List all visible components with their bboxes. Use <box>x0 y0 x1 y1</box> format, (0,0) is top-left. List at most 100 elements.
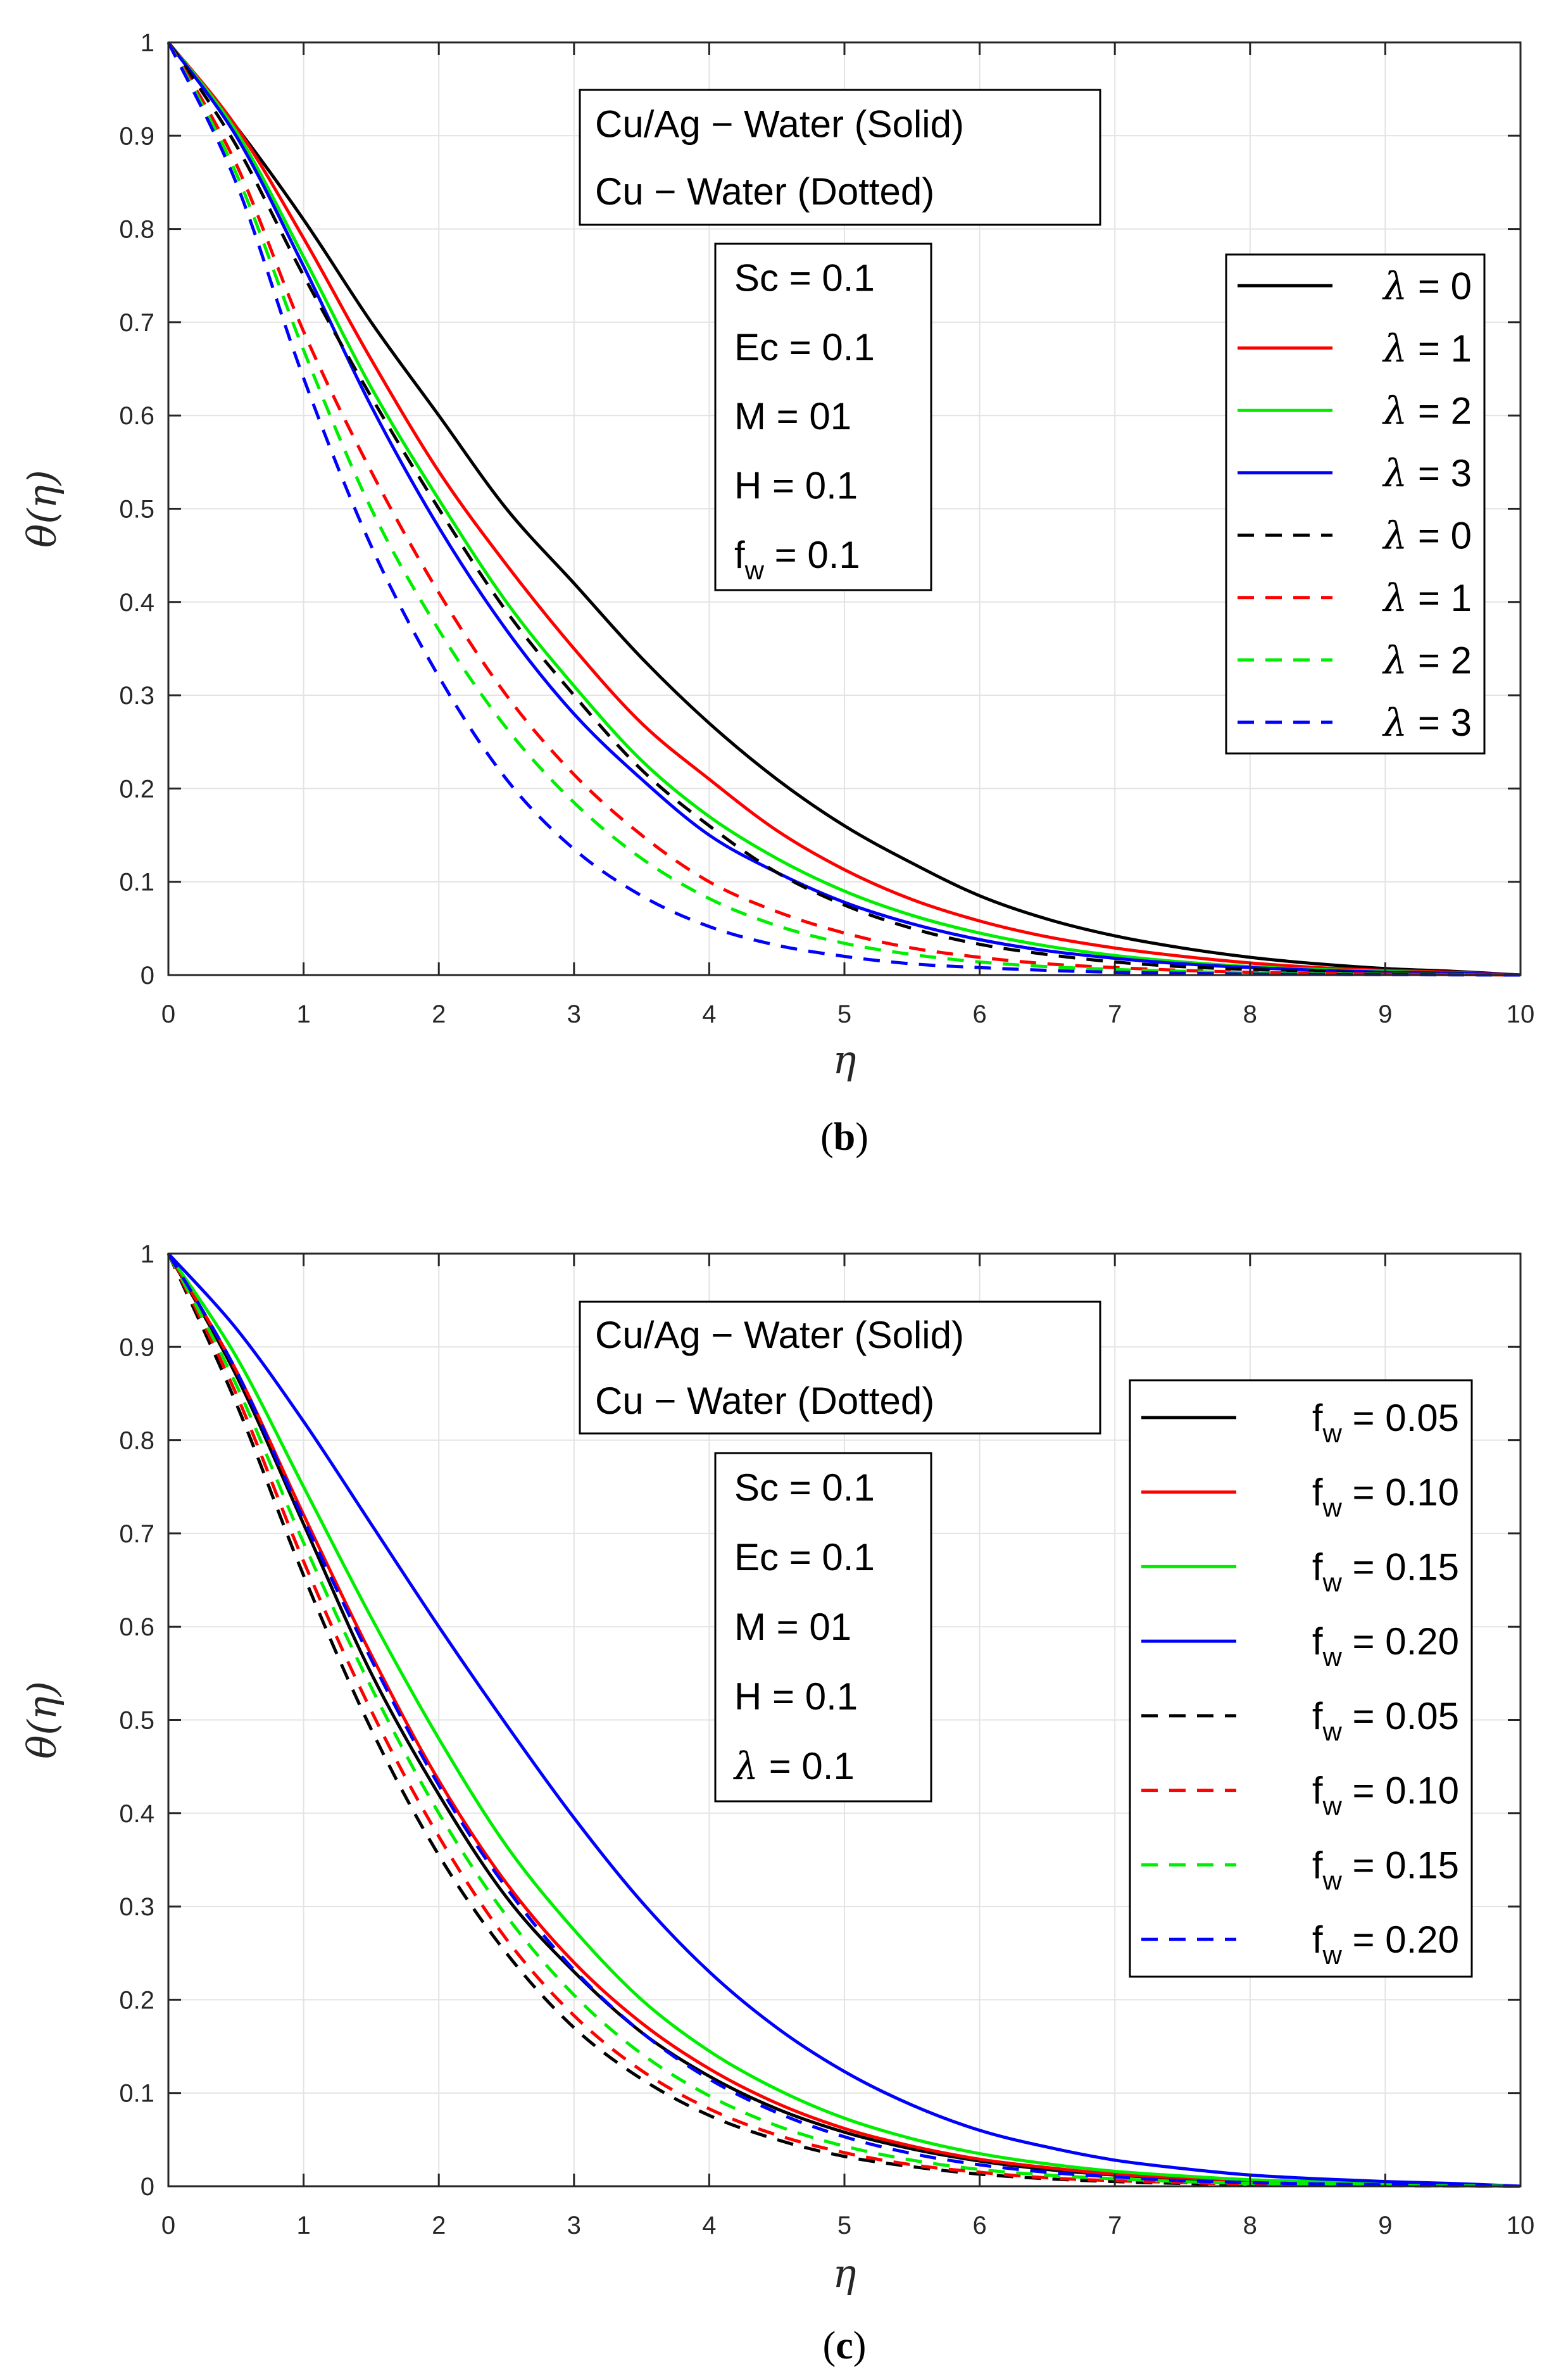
x-tick-label: 6 <box>972 1000 986 1028</box>
legend-border <box>1129 1379 1473 1978</box>
x-tick-label: 0 <box>161 2212 175 2239</box>
legend-value: = 0 <box>1407 265 1472 307</box>
parameter-text: Ec = 0.1 <box>734 1536 875 1578</box>
legend-value: = 0.15 <box>1342 1844 1459 1886</box>
ticks: 0 1 2 3 4 5 6 7 8 9 10 0 0.1 0.2 0.3 0.4 0.5 0.6 0.7 0.8 0.9… <box>119 1240 1534 2239</box>
legend-symbol: λ <box>1382 327 1407 371</box>
legend-symbol: λ <box>1382 576 1407 620</box>
y-tick-label: 0.4 <box>119 1800 154 1828</box>
legend-label: fw = 0.15 <box>1312 1546 1459 1597</box>
x-tick-label: 6 <box>972 2212 986 2239</box>
y-tick-label: 0.9 <box>119 1333 154 1361</box>
y-tick-label: 0.5 <box>119 496 154 524</box>
legend-value: = 0.20 <box>1342 1620 1459 1663</box>
legend-value: = 0.20 <box>1342 1918 1459 1961</box>
legend-subscript: w <box>1322 1716 1343 1746</box>
y-tick-label: 0.7 <box>119 309 154 337</box>
parameter-box: Sc = 0.1 Ec = 0.1 M = 01 H = 0.1 λ = 0.1 <box>714 1452 932 1803</box>
parameter-value: = 0.1 <box>764 534 860 576</box>
legend-symbol: λ <box>1382 451 1407 496</box>
legend-value: = 0.10 <box>1342 1770 1459 1812</box>
parameter-text: Ec = 0.1 <box>734 326 875 368</box>
legend-subscript: w <box>1322 1642 1343 1672</box>
annotation-box: Cu/Ag − Water (Solid) Cu − Water (Dotted) <box>579 1300 1101 1435</box>
parameter-text: Sc = 0.1 <box>734 1466 875 1509</box>
parameter-line: M = 01 <box>734 395 851 438</box>
legend-value: = 2 <box>1407 639 1472 681</box>
annotation-line: Cu/Ag − Water (Solid) <box>595 1314 964 1356</box>
x-tick-label: 8 <box>1243 1000 1257 1028</box>
gridlines <box>168 1254 1520 2186</box>
panel-label-paren: ) <box>855 1116 868 1159</box>
y-tick-label: 0 <box>141 962 154 990</box>
legend-subscript: w <box>1322 1865 1343 1895</box>
y-tick-label: 1 <box>141 29 154 57</box>
legend-symbol: f <box>1312 1770 1323 1812</box>
parameter-text: M = 01 <box>734 395 851 438</box>
x-tick-label: 10 <box>1507 2212 1535 2239</box>
parameter-line: fw = 0.1 <box>734 534 860 585</box>
parameter-line: H = 0.1 <box>734 1675 858 1718</box>
panel-label: (b) <box>820 1116 868 1159</box>
parameter-line: Ec = 0.1 <box>734 326 875 368</box>
legend-value: = 2 <box>1407 389 1472 432</box>
parameter-text: H = 0.1 <box>734 465 858 507</box>
y-tick-label: 0.1 <box>119 2080 154 2108</box>
legend-label: λ = 1 <box>1382 576 1472 620</box>
series-line-solid-0 <box>167 41 1521 977</box>
y-tick-label: 0.8 <box>119 1427 154 1455</box>
x-tick-label: 4 <box>702 2212 716 2239</box>
parameter-subscript: w <box>744 555 765 585</box>
parameter-line: Sc = 0.1 <box>734 256 875 299</box>
series-line-solid-1 <box>167 41 1521 977</box>
legend-label: fw = 0.10 <box>1312 1471 1459 1523</box>
legend-symbol: f <box>1312 1844 1323 1886</box>
legend-value: = 0.05 <box>1342 1695 1459 1737</box>
legend-label: λ = 3 <box>1382 701 1472 745</box>
panel-label-paren: ) <box>853 2324 867 2367</box>
legend-label: λ = 2 <box>1382 638 1472 683</box>
annotation-line: Cu − Water (Dotted) <box>595 1380 934 1422</box>
legend-border <box>1225 253 1486 755</box>
legend-subscript: w <box>1322 1567 1343 1597</box>
legend-value: = 1 <box>1407 577 1472 619</box>
parameter-symbol: f <box>734 534 745 576</box>
legend-label: fw = 0.15 <box>1312 1844 1459 1895</box>
legend-symbol: f <box>1312 1546 1323 1588</box>
annotation-box: Cu/Ag − Water (Solid) Cu − Water (Dotted) <box>579 89 1101 226</box>
x-tick-label: 3 <box>567 1000 581 1028</box>
y-tick-label: 0.5 <box>119 1707 154 1735</box>
x-tick-label: 4 <box>702 1000 716 1028</box>
annotation-border <box>579 89 1101 226</box>
y-tick-label: 0 <box>141 2173 154 2201</box>
parameter-border <box>714 242 932 591</box>
y-tick-label: 0.6 <box>119 402 154 430</box>
parameter-line: Ec = 0.1 <box>734 1536 875 1578</box>
x-tick-label: 5 <box>837 1000 851 1028</box>
panel-label-letter: c <box>836 2324 853 2367</box>
legend-value: = 0.15 <box>1342 1546 1459 1588</box>
y-tick-label: 0.6 <box>119 1613 154 1641</box>
legend-symbol: λ <box>1382 513 1407 558</box>
parameter-text: Sc = 0.1 <box>734 256 875 299</box>
legend-subscript: w <box>1322 1493 1343 1523</box>
series-group <box>166 41 1521 977</box>
panel-label-letter: b <box>834 1116 855 1159</box>
series-group <box>166 1252 1521 2188</box>
parameter-value: = 0.1 <box>758 1745 855 1787</box>
legend-label: fw = 0.05 <box>1312 1695 1459 1746</box>
x-tick-label: 7 <box>1108 2212 1122 2239</box>
y-tick-label: 0.2 <box>119 775 154 803</box>
legend-subscript: w <box>1322 1791 1343 1821</box>
legend-symbol: f <box>1312 1471 1323 1514</box>
legend-value: = 0.05 <box>1342 1397 1459 1439</box>
x-tick-label: 8 <box>1243 2212 1257 2239</box>
x-tick-label: 0 <box>161 1000 175 1028</box>
y-tick-label: 0.3 <box>119 1893 154 1921</box>
y-tick-label: 0.4 <box>119 589 154 617</box>
parameter-text: M = 01 <box>734 1606 851 1648</box>
series-line-solid-2 <box>166 1252 1521 2188</box>
legend-symbol: λ <box>1382 638 1407 683</box>
